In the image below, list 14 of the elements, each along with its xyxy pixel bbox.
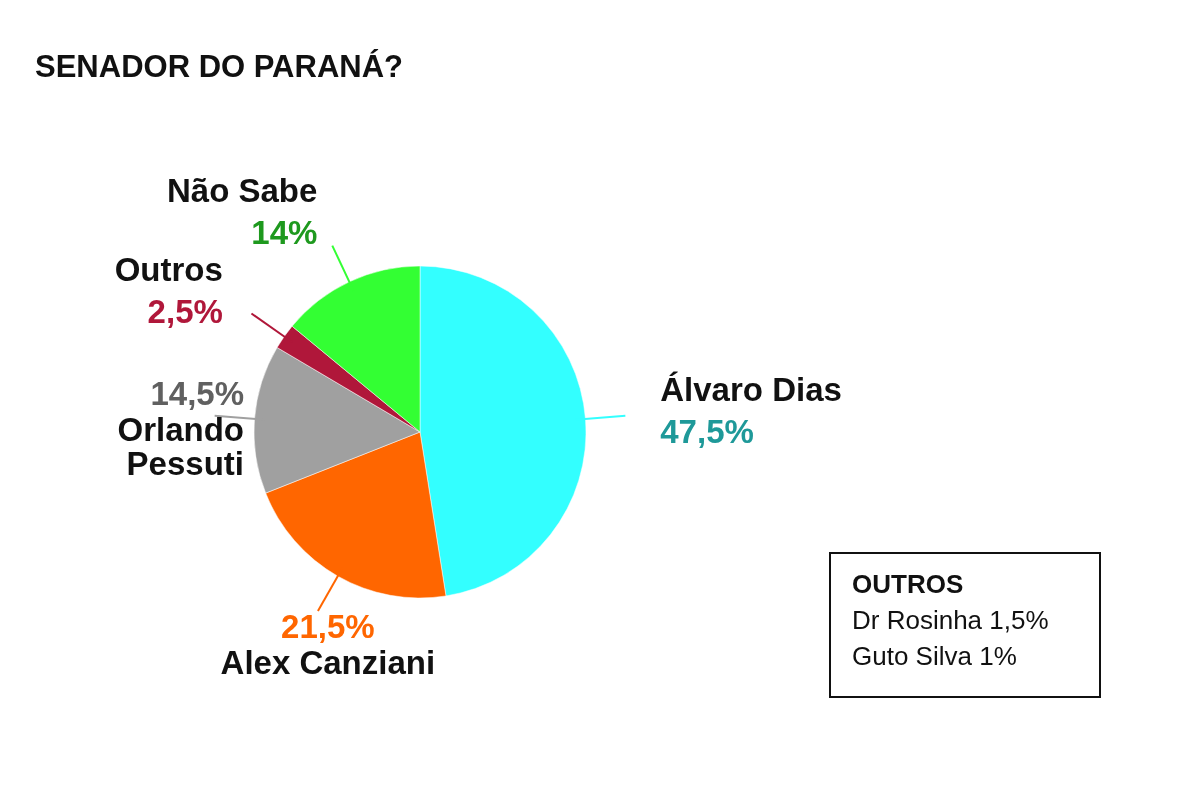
text: Dr Rosinha 1,5% [852,605,1049,635]
slice-label: Outros [114,251,223,289]
data-label: 14,5% [150,375,244,413]
data-label: 2,5% [147,293,223,331]
slice-label: Alex Canziani [220,643,436,681]
slice-label: Orlando Pessuti [117,411,244,483]
data-label: 47,5% [660,413,754,451]
slice-label: Álvaro Dias [660,371,842,409]
data-label: 21,5% [281,607,375,645]
text: OUTROS [852,569,964,599]
slice-label: Não Sabe [167,171,318,209]
data-label: 14% [251,213,318,251]
chart-title: SENADOR DO PARANÁ? [35,49,403,84]
text: Guto Silva 1% [852,641,1017,671]
